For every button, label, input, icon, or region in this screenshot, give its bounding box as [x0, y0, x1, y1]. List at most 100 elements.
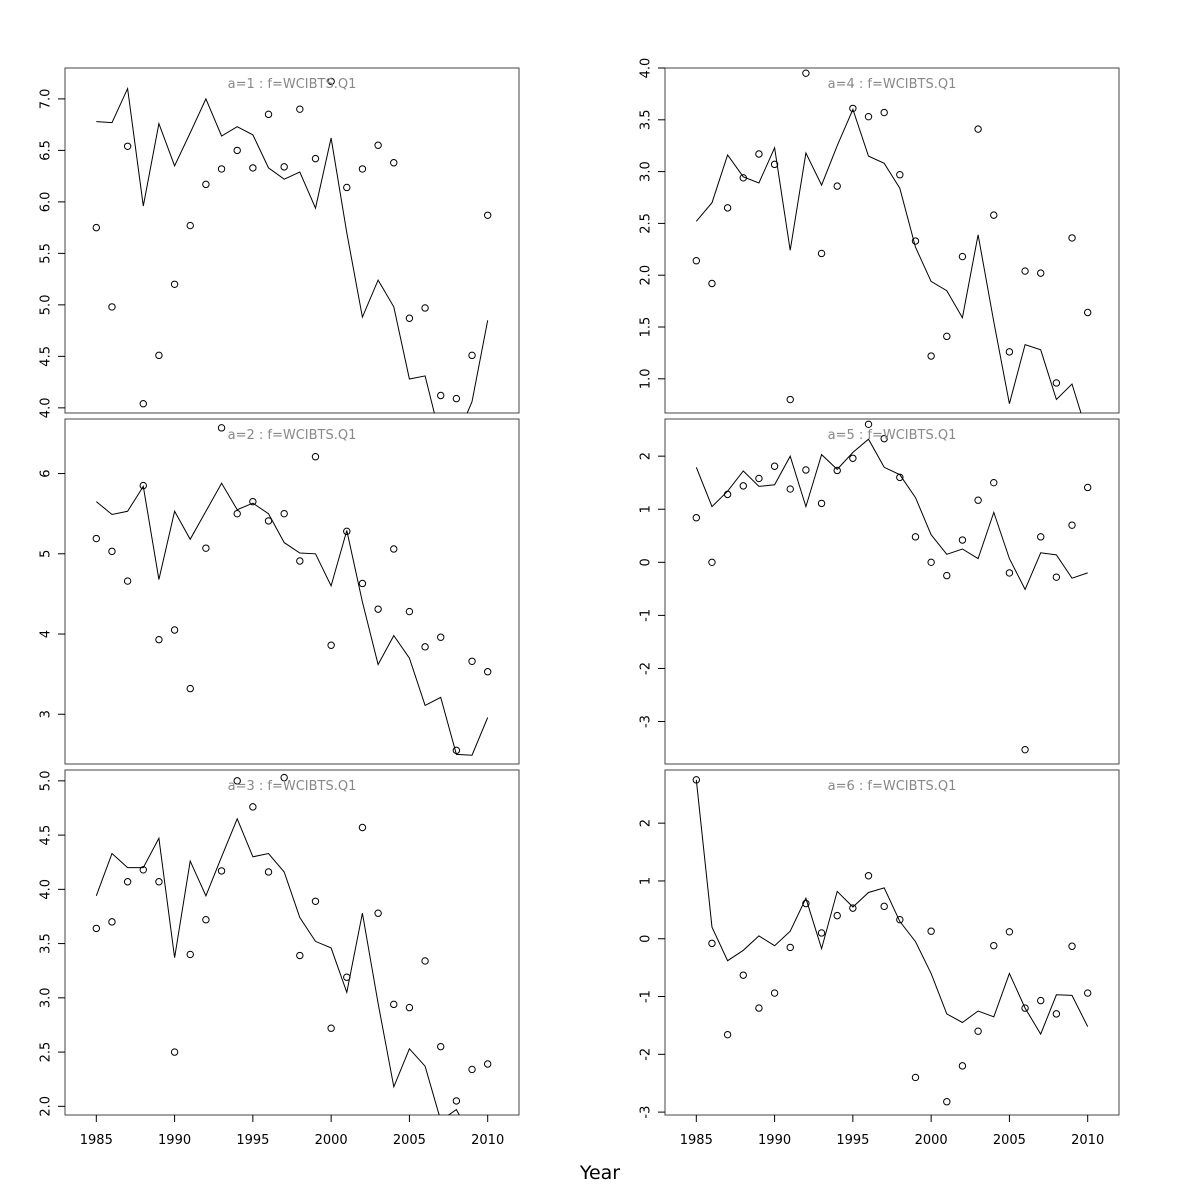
- observed-point: [817, 249, 826, 258]
- observed-point: [390, 1000, 398, 1009]
- observed-point: [958, 252, 967, 261]
- observed-point: [264, 517, 273, 525]
- y-tick-label: 1: [639, 877, 654, 885]
- observed-point: [123, 142, 132, 150]
- y-tick-label: -2: [639, 662, 654, 675]
- panel-title: a=2 : f=WCIBTS.Q1: [228, 428, 357, 443]
- observed-point: [202, 544, 210, 552]
- observed-point: [990, 211, 998, 219]
- observed-point: [974, 1027, 982, 1035]
- observed-point: [943, 1098, 951, 1106]
- observed-point: [202, 180, 210, 189]
- observed-point: [786, 943, 794, 952]
- observed-point: [1083, 308, 1092, 317]
- observed-point: [880, 434, 888, 443]
- observed-point: [437, 1042, 445, 1051]
- observed-point: [92, 223, 101, 232]
- observed-point: [974, 496, 982, 504]
- observed-point: [849, 104, 857, 113]
- observed-point: [483, 1060, 492, 1068]
- observed-point: [390, 545, 398, 553]
- y-tick-label: -3: [639, 1106, 654, 1119]
- x-tick-label: 2010: [1071, 1133, 1104, 1148]
- panel-frame: [664, 418, 1120, 765]
- x-tick-label: 1990: [758, 1133, 791, 1148]
- observed-point: [452, 394, 461, 403]
- observed-point: [864, 420, 873, 429]
- observed-point: [958, 536, 967, 544]
- x-tick-label: 1990: [158, 1133, 191, 1148]
- y-tick-label: 2: [639, 819, 654, 827]
- observed-point: [92, 924, 101, 933]
- observed-point: [1068, 942, 1076, 950]
- observed-point: [483, 211, 492, 219]
- y-tick-label: -2: [639, 1048, 654, 1061]
- panel-title: a=1 : f=WCIBTS.Q1: [228, 77, 357, 92]
- observed-point: [421, 957, 429, 965]
- x-axis-label: Year: [579, 1162, 620, 1184]
- observed-point: [864, 112, 873, 121]
- observed-point: [786, 485, 794, 493]
- observed-point: [296, 557, 304, 565]
- x-axis-1: 1985 1990 1995 2000 2005 2010: [80, 1115, 504, 1148]
- x-tick-label: 1995: [236, 1133, 269, 1148]
- observed-point: [802, 466, 810, 474]
- observed-point: [943, 332, 951, 341]
- observed-point: [1005, 348, 1014, 356]
- observed-point: [437, 633, 445, 641]
- observed-point: [421, 304, 429, 312]
- panel-frame: [664, 769, 1120, 1116]
- observed-point: [202, 916, 210, 924]
- observed-point: [405, 1003, 414, 1012]
- observed-point: [1037, 996, 1045, 1005]
- observed-point: [452, 746, 461, 755]
- observed-point: [990, 478, 998, 487]
- observed-point: [802, 899, 810, 908]
- observed-point: [1021, 267, 1029, 275]
- y-tick-label: 2.5: [639, 213, 654, 234]
- observed-point: [1068, 521, 1076, 529]
- panel-title: a=5 : f=WCIBTS.Q1: [828, 428, 957, 443]
- observed-point: [343, 527, 351, 536]
- y-tick-label: 3.0: [639, 161, 654, 182]
- fitted-line: [96, 86, 489, 413]
- observed-point: [755, 1004, 763, 1012]
- fitted-line: [95, 482, 489, 756]
- panel-2: 3 4 5 6 a=2 : f=WCIBTS.Q1: [39, 418, 520, 765]
- observed-point: [927, 352, 935, 360]
- observed-point: [233, 509, 241, 518]
- panel-title: a=6 : f=WCIBTS.Q1: [828, 779, 957, 794]
- observed-point: [249, 164, 257, 172]
- y-tick-label: 1.5: [639, 317, 654, 338]
- observed-point: [343, 183, 351, 192]
- observed-point: [770, 160, 779, 169]
- observed-point: [943, 571, 951, 580]
- y-tick-label: 5: [39, 550, 54, 558]
- observed-point: [249, 497, 257, 506]
- observed-point: [108, 547, 116, 556]
- observed-point: [217, 165, 226, 173]
- fitted-line: [95, 817, 460, 1115]
- observed-point: [958, 1062, 967, 1070]
- y-tick-label: 3.5: [639, 109, 654, 130]
- observed-point: [849, 454, 857, 462]
- panel-1: 4.0 4.5 5.0 5.5 6.0 6.5 7.0 a=1 : f=WCIBTS.Q1: [39, 67, 520, 418]
- observed-point: [374, 909, 382, 917]
- x-tick-label: 2010: [471, 1133, 504, 1148]
- y-tick-label: 4: [39, 630, 54, 638]
- observed-point: [374, 605, 382, 613]
- observed-point: [1083, 483, 1092, 492]
- observed-point: [374, 141, 382, 149]
- observed-point: [468, 351, 476, 360]
- panel-frame: [664, 67, 1120, 414]
- x-tick-label: 1995: [836, 1133, 869, 1148]
- observed-point: [896, 915, 904, 924]
- observed-point: [990, 941, 998, 950]
- observed-point: [390, 159, 398, 167]
- observed-point: [358, 823, 367, 832]
- observed-point: [927, 558, 935, 567]
- x-tick-label: 2000: [315, 1133, 348, 1148]
- observed-point: [723, 204, 732, 212]
- fitted-line: [695, 108, 1082, 413]
- y-tick-label: -3: [639, 715, 654, 728]
